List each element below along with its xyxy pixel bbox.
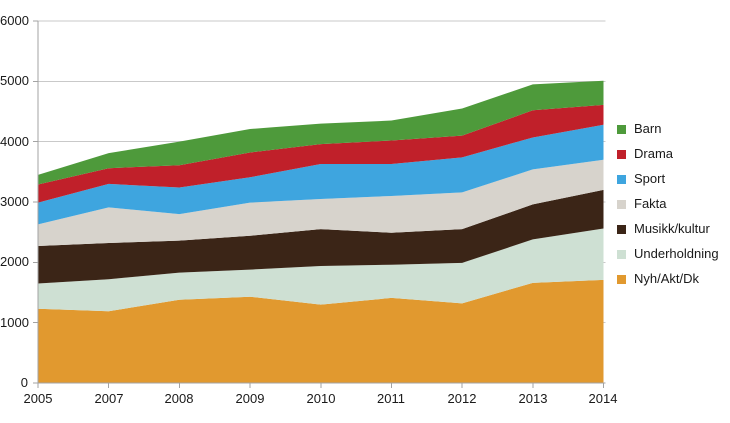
x-axis-tick-label: 2008 <box>164 391 194 406</box>
legend-swatch-drama <box>617 149 626 159</box>
legend-swatch-barn <box>617 124 626 134</box>
area-drama <box>38 104 604 203</box>
legend-swatch-underholdning <box>617 249 626 259</box>
legend-label: Barn <box>634 121 662 136</box>
x-axis-tick-label: 2010 <box>306 391 336 406</box>
y-axis-tick-label: 5000 <box>0 73 29 88</box>
legend: Barn Drama Sport Fakta Musikk/kultur Und… <box>617 121 719 298</box>
legend-swatch-musikk-kultur <box>617 224 626 234</box>
legend-item-sport: Sport <box>617 171 719 186</box>
legend-label: Nyh/Akt/Dk <box>634 271 700 286</box>
legend-swatch-nyh-akt-dk <box>617 274 626 284</box>
legend-label: Drama <box>634 146 674 161</box>
x-axis-tick-label: 2012 <box>447 391 477 406</box>
y-axis-tick-label: 3000 <box>0 194 29 209</box>
x-axis-tick-label: 2014 <box>588 391 618 406</box>
y-axis-tick-label: 1000 <box>0 315 29 330</box>
legend-swatch-sport <box>617 174 626 184</box>
legend-item-drama: Drama <box>617 146 719 161</box>
legend-label: Sport <box>634 171 666 186</box>
y-axis-tick-label: 2000 <box>0 254 29 269</box>
y-axis-tick-label: 6000 <box>0 13 29 28</box>
x-axis-tick-label: 2013 <box>518 391 548 406</box>
legend-item-musikk-kultur: Musikk/kultur <box>617 221 719 236</box>
legend-item-nyh-akt-dk: Nyh/Akt/Dk <box>617 271 719 286</box>
legend-label: Fakta <box>634 196 667 211</box>
area-underholdning <box>38 228 604 312</box>
area-nyh-akt-dk <box>38 279 604 383</box>
legend-item-fakta: Fakta <box>617 196 719 211</box>
legend-label: Musikk/kultur <box>634 221 710 236</box>
legend-swatch-fakta <box>617 199 626 209</box>
legend-item-barn: Barn <box>617 121 719 136</box>
legend-label: Underholdning <box>634 246 719 261</box>
y-axis-tick-label: 4000 <box>0 134 29 149</box>
y-axis-tick-label: 0 <box>20 375 28 390</box>
area-sport <box>38 124 604 225</box>
x-axis-tick-label: 2005 <box>23 391 53 406</box>
x-axis-tick-label: 2009 <box>235 391 265 406</box>
legend-item-underholdning: Underholdning <box>617 246 719 261</box>
area-barn <box>38 80 604 185</box>
x-axis-tick-label: 2011 <box>377 391 405 406</box>
x-axis-tick-label: 2007 <box>94 391 124 406</box>
area-fakta <box>38 159 604 247</box>
area-musikk-kultur <box>38 189 604 284</box>
